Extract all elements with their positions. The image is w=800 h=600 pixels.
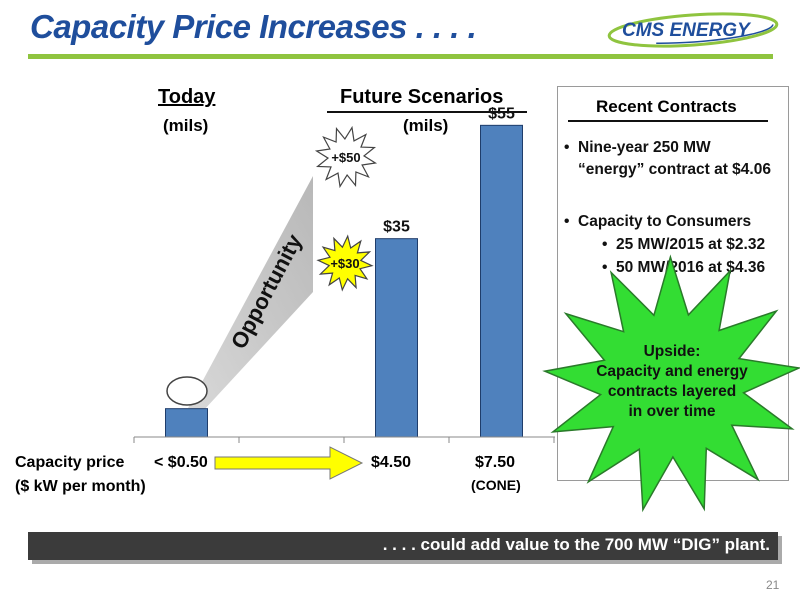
upside-starburst xyxy=(542,254,800,513)
bar-1 xyxy=(165,408,208,438)
header-today: Today xyxy=(158,86,216,108)
upside-line-4: in over time xyxy=(628,403,716,420)
plus-50-label: +$50 xyxy=(331,150,360,165)
page-number: 21 xyxy=(766,578,780,592)
upside-line-3: contracts layered xyxy=(607,383,737,400)
plus-50-starburst xyxy=(314,125,378,189)
header-future: Future Scenarios xyxy=(340,86,504,108)
value-5-oval xyxy=(166,376,208,406)
plus-30-starburst xyxy=(316,234,374,292)
slide-title: Capacity Price Increases . . . . xyxy=(30,8,477,45)
cms-energy-logo xyxy=(598,10,783,48)
heading-rule xyxy=(568,120,768,122)
footer-banner: . . . . could add value to the 700 MW “D… xyxy=(28,532,778,560)
bar-4 xyxy=(480,124,523,438)
contract-bullet-2: • xyxy=(564,213,570,230)
category-sublabel-4: (CONE) xyxy=(471,477,521,493)
category-label-4: $7.50 xyxy=(475,454,516,471)
contract-bullet-1: • xyxy=(564,139,570,156)
bar-3 xyxy=(375,238,418,438)
value-label-3: $35 xyxy=(383,219,410,236)
sub-item-2: 50 MW/2016 at $4.36 xyxy=(616,259,766,276)
header-future-rule xyxy=(327,111,527,113)
contract-2-line-1: Capacity to Consumers xyxy=(578,213,752,230)
upside-text: Upside: Capacity and energy contracts la… xyxy=(560,342,784,422)
sub-bullet-2: • xyxy=(602,259,608,276)
capacity-price-chart: Opportunity $5$35$55 +$50 +$30 xyxy=(133,105,555,480)
value-label-4: $55 xyxy=(488,105,515,122)
x-axis-title-line2: ($ kW per month) xyxy=(15,478,146,495)
logo-text: CMS ENERGY xyxy=(622,20,750,41)
opportunity-wedge xyxy=(188,176,313,410)
contract-1-line-2: “energy” contract at $4.06 xyxy=(578,161,771,178)
footer-text: . . . . could add value to the 700 MW “D… xyxy=(382,535,770,554)
logo-swoosh-icon xyxy=(607,12,779,48)
price-increase-arrow xyxy=(214,446,364,480)
upside-line-1: Upside: xyxy=(643,343,701,360)
x-axis-title-line1: Capacity price xyxy=(15,454,125,471)
category-label-3: $4.50 xyxy=(371,454,412,471)
title-rule xyxy=(28,54,773,59)
header-future-unit: (mils) xyxy=(403,116,449,135)
sub-item-1: 25 MW/2015 at $2.32 xyxy=(616,236,766,253)
x-axis-ticks xyxy=(133,437,555,443)
plus-30-label: +$30 xyxy=(330,256,359,271)
recent-contracts-heading: Recent Contracts xyxy=(596,97,737,116)
upside-star-shape xyxy=(542,254,800,513)
header-today-unit: (mils) xyxy=(163,116,209,135)
category-label-1: < $0.50 xyxy=(154,454,208,471)
sub-bullet-1: • xyxy=(602,236,608,253)
contract-1-line-1: Nine-year 250 MW xyxy=(578,139,711,156)
upside-line-2: Capacity and energy xyxy=(596,363,748,380)
